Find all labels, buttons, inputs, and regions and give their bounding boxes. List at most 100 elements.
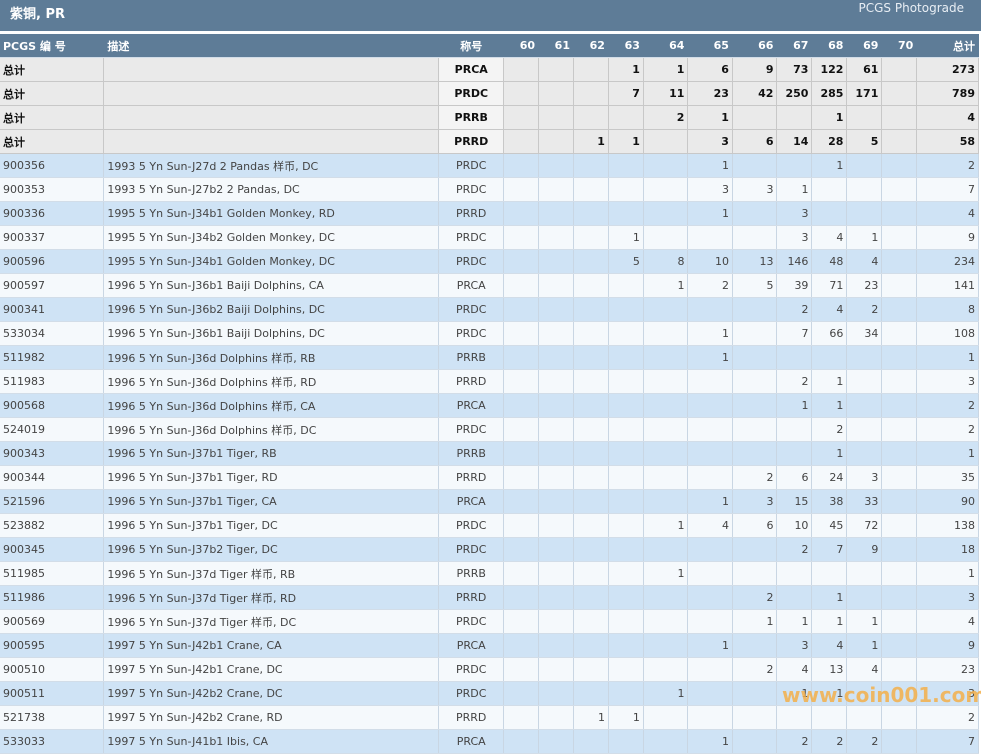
- grade-count: [732, 153, 778, 178]
- grade-count: [503, 681, 540, 706]
- grade-count: [608, 585, 644, 610]
- pcgs-number-link[interactable]: 900597: [3, 279, 45, 292]
- grade-count: 1: [687, 729, 733, 754]
- grade-count: 1: [811, 681, 848, 706]
- grade-count: [608, 201, 644, 226]
- pcgs-number-link[interactable]: 533033: [3, 735, 45, 748]
- grade-count: [538, 393, 574, 418]
- col-header-grade[interactable]: 69: [846, 34, 883, 58]
- grade-count: [687, 465, 733, 490]
- grade-count: [573, 465, 609, 490]
- col-header-pcgs-no[interactable]: PCGS 编 号: [0, 34, 105, 58]
- photograde-link[interactable]: PCGS Photograde: [858, 1, 964, 15]
- grade-count: [881, 585, 918, 610]
- grade-count: [573, 393, 609, 418]
- col-header-grade[interactable]: 62: [573, 34, 609, 58]
- pcgs-number-link[interactable]: 521738: [3, 711, 45, 724]
- totals-label: 总计: [0, 105, 105, 130]
- coin-description: 1996 5 Yn Sun-J37b1 Tiger, RD: [103, 465, 440, 490]
- grade-count: [503, 585, 540, 610]
- grade-count: 3: [846, 465, 883, 490]
- pcgs-number-link[interactable]: 900341: [3, 303, 45, 316]
- grade-count: [881, 345, 918, 370]
- pcgs-number-cell: 900343: [0, 441, 105, 466]
- col-header-grade[interactable]: 70: [881, 34, 918, 58]
- col-header-grade[interactable]: 67: [776, 34, 813, 58]
- col-header-grade[interactable]: 65: [687, 34, 733, 58]
- coin-designation: PRDC: [438, 657, 505, 682]
- col-header-designation[interactable]: 称号: [438, 34, 505, 58]
- grade-count: 1: [643, 273, 689, 298]
- pcgs-number-link[interactable]: 900353: [3, 183, 45, 196]
- table-row: 900510 1997 5 Yn Sun-J42b1 Crane, DC PRDC 2…: [0, 657, 979, 682]
- grade-count: [846, 561, 883, 586]
- pcgs-number-link[interactable]: 511983: [3, 375, 45, 388]
- grade-count: 1: [811, 153, 848, 178]
- col-header-grade[interactable]: 63: [608, 34, 644, 58]
- site-watermark: www.coin001.com: [782, 683, 981, 707]
- grade-count: 72: [846, 513, 883, 538]
- pcgs-number-link[interactable]: 533034: [3, 327, 45, 340]
- totals-row: 总计 PRCA 1 1 6 9 73 122 61 273: [0, 57, 979, 82]
- grade-count: [608, 153, 644, 178]
- col-header-grade[interactable]: 68: [811, 34, 848, 58]
- pcgs-number-link[interactable]: 900569: [3, 615, 45, 628]
- grade-count: [608, 345, 644, 370]
- pcgs-number-cell: 900353: [0, 177, 105, 202]
- col-header-total[interactable]: 总计: [916, 34, 979, 58]
- pcgs-number-link[interactable]: 900344: [3, 471, 45, 484]
- pcgs-number-link[interactable]: 900595: [3, 639, 45, 652]
- grade-count: [573, 201, 609, 226]
- pcgs-number-link[interactable]: 900511: [3, 687, 45, 700]
- pcgs-number-link[interactable]: 900336: [3, 207, 45, 220]
- totals-grade-count: 42: [732, 81, 778, 106]
- grade-count: [608, 321, 644, 346]
- pcgs-number-cell: 900341: [0, 297, 105, 322]
- grade-count: [608, 465, 644, 490]
- row-total: 90: [916, 489, 979, 514]
- pcgs-number-link[interactable]: 900356: [3, 159, 45, 172]
- pcgs-number-link[interactable]: 511982: [3, 351, 45, 364]
- grade-count: [573, 297, 609, 322]
- pcgs-number-link[interactable]: 524019: [3, 423, 45, 436]
- grade-count: [846, 681, 883, 706]
- grade-count: 3: [776, 225, 813, 250]
- pcgs-number-link[interactable]: 900596: [3, 255, 45, 268]
- grade-count: [881, 273, 918, 298]
- pcgs-number-link[interactable]: 900343: [3, 447, 45, 460]
- grade-count: [538, 249, 574, 274]
- pcgs-number-link[interactable]: 900345: [3, 543, 45, 556]
- pcgs-number-link[interactable]: 900510: [3, 663, 45, 676]
- grade-count: 4: [846, 249, 883, 274]
- grade-count: 2: [732, 465, 778, 490]
- col-header-grade[interactable]: 61: [538, 34, 574, 58]
- totals-desc-empty: [103, 129, 440, 154]
- pcgs-number-link[interactable]: 900337: [3, 231, 45, 244]
- grade-count: [608, 177, 644, 202]
- col-header-desc[interactable]: 描述: [103, 34, 440, 58]
- coin-designation: PRDC: [438, 297, 505, 322]
- grade-count: [643, 729, 689, 754]
- pcgs-number-link[interactable]: 521596: [3, 495, 45, 508]
- col-header-grade[interactable]: 66: [732, 34, 778, 58]
- totals-grade-count: [503, 57, 540, 82]
- totals-total: 273: [916, 57, 979, 82]
- table-row: 511983 1996 5 Yn Sun-J36d Dolphins 样币, RD…: [0, 369, 979, 394]
- grade-count: [573, 321, 609, 346]
- col-header-grade[interactable]: 64: [643, 34, 689, 58]
- pcgs-number-link[interactable]: 900568: [3, 399, 45, 412]
- col-header-grade[interactable]: 60: [503, 34, 540, 58]
- table-row: 511986 1996 5 Yn Sun-J37d Tiger 样币, RD PRR…: [0, 585, 979, 610]
- grade-count: [881, 369, 918, 394]
- totals-grade-count: 1: [643, 57, 689, 82]
- grade-count: [643, 393, 689, 418]
- pcgs-number-link[interactable]: 511986: [3, 591, 45, 604]
- grade-count: [846, 705, 883, 730]
- row-total: 3: [916, 369, 979, 394]
- pcgs-number-link[interactable]: 523882: [3, 519, 45, 532]
- row-total: 9: [916, 225, 979, 250]
- pcgs-number-link[interactable]: 511985: [3, 567, 45, 580]
- grade-count: [538, 297, 574, 322]
- grade-count: [846, 177, 883, 202]
- pcgs-number-cell: 900511: [0, 681, 105, 706]
